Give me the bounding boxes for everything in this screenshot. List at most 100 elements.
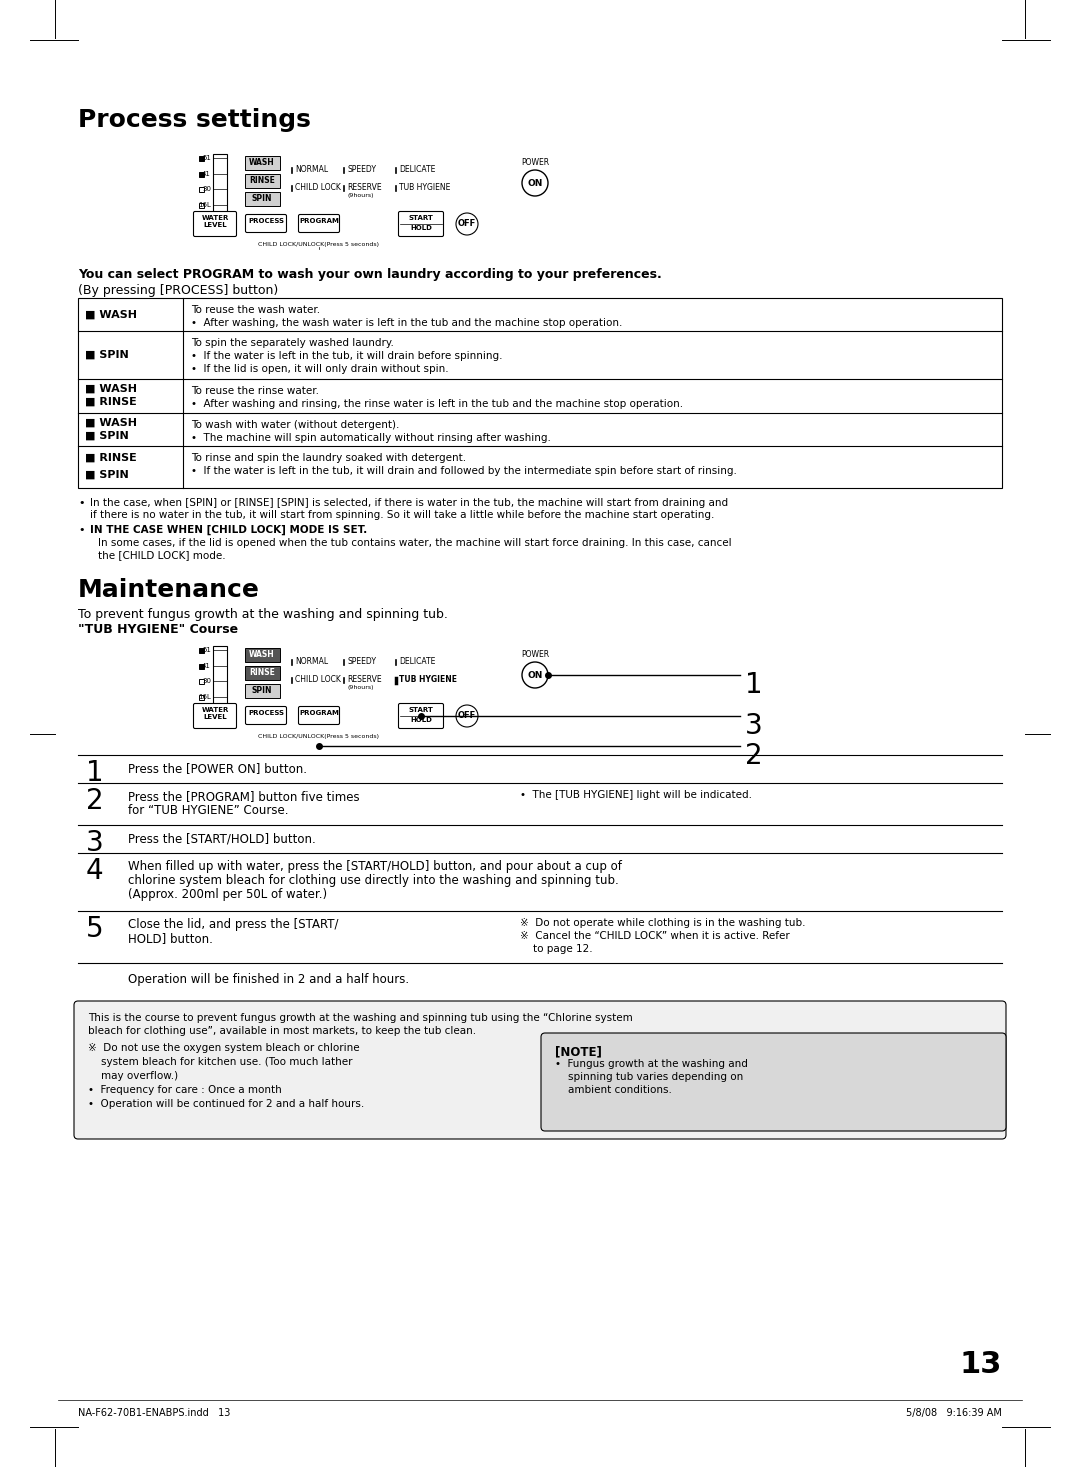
Bar (199, 663, 204, 669)
Text: TUB HYGIENE: TUB HYGIENE (399, 183, 450, 192)
Text: This is the course to prevent fungus growth at the washing and spinning tub usin: This is the course to prevent fungus gro… (87, 1014, 633, 1022)
Text: 4: 4 (86, 857, 104, 885)
Text: •  If the lid is open, it will only drain without spin.: • If the lid is open, it will only drain… (191, 364, 448, 374)
Text: To spin the separately washed laundry.: To spin the separately washed laundry. (191, 337, 394, 348)
Text: Maintenance: Maintenance (78, 578, 260, 601)
Text: 2: 2 (86, 786, 104, 816)
Text: ■ RINSE: ■ RINSE (85, 398, 137, 408)
Text: To wash with water (without detergent).: To wash with water (without detergent). (191, 420, 400, 430)
Bar (199, 172, 204, 176)
Text: TUB HYGIENE: TUB HYGIENE (399, 675, 457, 685)
Text: In the case, when [SPIN] or [RINSE] [SPIN] is selected, if there is water in the: In the case, when [SPIN] or [RINSE] [SPI… (90, 497, 728, 508)
Text: To prevent fungus growth at the washing and spinning tub.: To prevent fungus growth at the washing … (78, 607, 448, 621)
FancyBboxPatch shape (244, 666, 280, 679)
Text: •  After washing and rinsing, the rinse water is left in the tub and the machine: • After washing and rinsing, the rinse w… (191, 399, 684, 409)
Text: WASH: WASH (249, 158, 275, 167)
Text: •  Fungus growth at the washing and: • Fungus growth at the washing and (555, 1059, 747, 1069)
Text: RINSE: RINSE (249, 176, 275, 185)
Bar (78, 298, 1002, 489)
Text: ambient conditions.: ambient conditions. (555, 1086, 672, 1094)
Text: •  If the water is left in the tub, it will drain before spinning.: • If the water is left in the tub, it wi… (191, 351, 502, 361)
FancyBboxPatch shape (244, 647, 280, 662)
Text: PROCESS: PROCESS (248, 219, 284, 224)
Text: CHILD LOCK: CHILD LOCK (295, 183, 341, 192)
FancyBboxPatch shape (245, 214, 286, 232)
Text: WATER
LEVEL: WATER LEVEL (201, 216, 229, 227)
Text: •  After washing, the wash water is left in the tub and the machine stop operati: • After washing, the wash water is left … (191, 318, 622, 329)
Text: START: START (408, 216, 433, 222)
Text: bleach for clothing use”, available in most markets, to keep the tub clean.: bleach for clothing use”, available in m… (87, 1025, 476, 1036)
FancyBboxPatch shape (193, 704, 237, 729)
Text: 41: 41 (202, 663, 211, 669)
Text: 16L: 16L (198, 694, 211, 700)
Text: WASH: WASH (249, 650, 275, 659)
Text: "TUB HYGIENE" Course: "TUB HYGIENE" Course (78, 623, 238, 637)
Text: PROGRAM: PROGRAM (299, 710, 339, 716)
Text: CHILD LOCK/UNLOCK(Press 5 seconds): CHILD LOCK/UNLOCK(Press 5 seconds) (258, 734, 379, 739)
Text: OFF: OFF (458, 711, 476, 720)
Bar (199, 694, 204, 700)
Text: (By pressing [PROCESS] button): (By pressing [PROCESS] button) (78, 285, 279, 296)
Text: Process settings: Process settings (78, 109, 311, 132)
Text: 5: 5 (86, 915, 104, 943)
Text: ※  Do not operate while clothing is in the washing tub.: ※ Do not operate while clothing is in th… (519, 918, 806, 929)
Text: Press the [START/HOLD] button.: Press the [START/HOLD] button. (129, 832, 315, 845)
Bar (199, 679, 204, 684)
Text: 16L: 16L (198, 202, 211, 208)
Text: PROGRAM: PROGRAM (299, 219, 339, 224)
Text: IN THE CASE WHEN [CHILD LOCK] MODE IS SET.: IN THE CASE WHEN [CHILD LOCK] MODE IS SE… (90, 525, 367, 535)
FancyBboxPatch shape (244, 156, 280, 170)
FancyBboxPatch shape (245, 707, 286, 725)
Text: DELICATE: DELICATE (399, 657, 435, 666)
Text: Operation will be finished in 2 and a half hours.: Operation will be finished in 2 and a ha… (129, 973, 409, 986)
Text: •  Frequency for care : Once a month: • Frequency for care : Once a month (87, 1086, 282, 1094)
Text: ON: ON (527, 670, 542, 679)
Text: •  If the water is left in the tub, it will drain and followed by the intermedia: • If the water is left in the tub, it wi… (191, 467, 737, 475)
Text: CHILD LOCK: CHILD LOCK (295, 675, 341, 685)
Text: WATER
LEVEL: WATER LEVEL (201, 707, 229, 720)
Text: RINSE: RINSE (249, 667, 275, 676)
Text: SPEEDY: SPEEDY (347, 657, 376, 666)
Bar (213, 645, 227, 704)
Text: To reuse the wash water.: To reuse the wash water. (191, 305, 320, 315)
Text: HOLD: HOLD (410, 717, 432, 723)
Text: RESERVE: RESERVE (347, 183, 381, 192)
Text: may overflow.): may overflow.) (87, 1071, 178, 1081)
Text: spinning tub varies depending on: spinning tub varies depending on (555, 1072, 743, 1083)
Text: •  Operation will be continued for 2 and a half hours.: • Operation will be continued for 2 and … (87, 1099, 364, 1109)
Text: OFF: OFF (458, 220, 476, 229)
Text: 1: 1 (86, 758, 104, 786)
Text: 30: 30 (202, 678, 211, 684)
Text: 30: 30 (202, 186, 211, 192)
Text: Press the [PROGRAM] button five times: Press the [PROGRAM] button five times (129, 791, 360, 802)
Text: To rinse and spin the laundry soaked with detergent.: To rinse and spin the laundry soaked wit… (191, 453, 467, 464)
FancyBboxPatch shape (399, 211, 444, 236)
Text: 51: 51 (202, 647, 211, 653)
Text: 1: 1 (745, 670, 762, 698)
Text: NORMAL: NORMAL (295, 166, 328, 175)
Text: •  The [TUB HYGIENE] light will be indicated.: • The [TUB HYGIENE] light will be indica… (519, 791, 752, 800)
Text: NORMAL: NORMAL (295, 657, 328, 666)
Text: RESERVE: RESERVE (347, 675, 381, 685)
FancyBboxPatch shape (244, 684, 280, 697)
Text: if there is no water in the tub, it will start from spinning. So it will take a : if there is no water in the tub, it will… (90, 511, 714, 519)
Text: START: START (408, 707, 433, 713)
Text: HOLD: HOLD (410, 224, 432, 230)
Bar (213, 154, 227, 213)
Text: chlorine system bleach for clothing use directly into the washing and spinning t: chlorine system bleach for clothing use … (129, 874, 619, 888)
Text: [NOTE]: [NOTE] (555, 1045, 602, 1058)
Bar (199, 202, 204, 207)
Text: system bleach for kitchen use. (Too much lather: system bleach for kitchen use. (Too much… (87, 1058, 352, 1067)
Text: NA-F62-70B1-ENABPS.indd   13: NA-F62-70B1-ENABPS.indd 13 (78, 1408, 230, 1419)
Text: the [CHILD LOCK] mode.: the [CHILD LOCK] mode. (98, 550, 226, 560)
Text: for “TUB HYGIENE” Course.: for “TUB HYGIENE” Course. (129, 804, 288, 817)
Text: 3: 3 (745, 711, 762, 739)
FancyBboxPatch shape (298, 214, 339, 232)
Text: ■ SPIN: ■ SPIN (85, 351, 129, 359)
Text: (9hours): (9hours) (347, 685, 374, 689)
Text: 3: 3 (86, 829, 104, 857)
FancyBboxPatch shape (541, 1033, 1005, 1131)
FancyBboxPatch shape (399, 704, 444, 729)
Text: You can select PROGRAM to wash your own laundry according to your preferences.: You can select PROGRAM to wash your own … (78, 268, 662, 282)
Text: In some cases, if the lid is opened when the tub contains water, the machine wil: In some cases, if the lid is opened when… (98, 538, 731, 549)
